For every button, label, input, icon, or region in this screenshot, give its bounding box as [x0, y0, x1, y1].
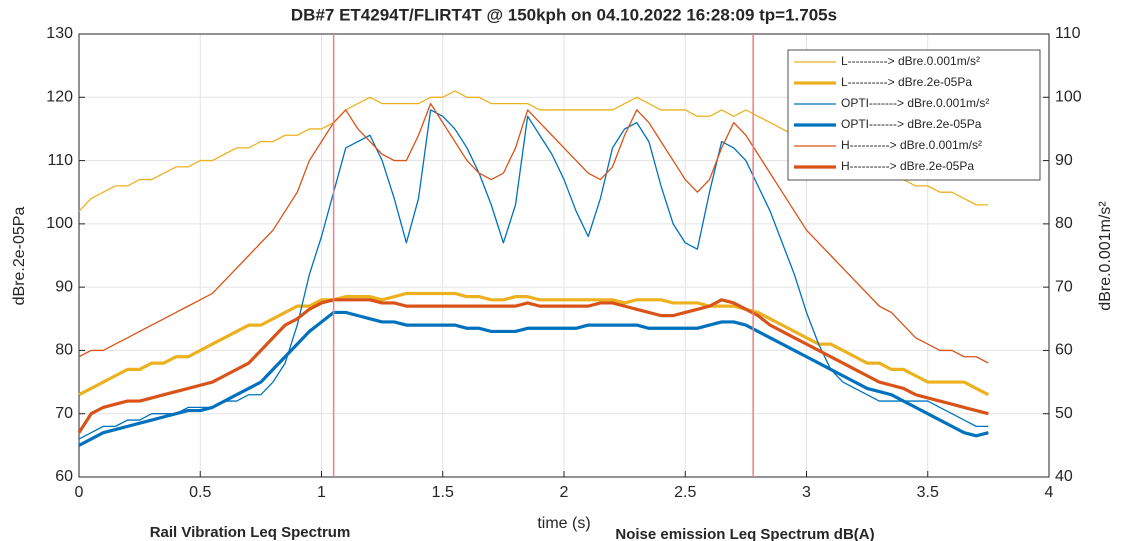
x-axis-label: time (s) [537, 515, 590, 532]
legend-label: H----------> dBre.2e-05Pa [841, 159, 974, 173]
x-tick-label: 2.5 [674, 484, 696, 501]
y-tick-label: 110 [47, 152, 73, 169]
y-tick-label: 90 [55, 278, 73, 295]
y-tick-label: 130 [46, 25, 73, 42]
annotation: Rail Vibration Leq Spectrum [150, 524, 351, 541]
legend: L----------> dBre.0.001m/s² L----------> … [787, 49, 1041, 181]
series-line [78, 109, 989, 440]
x-tick-label: 1 [317, 484, 326, 501]
x-tick-label: 3 [802, 484, 811, 501]
y2-tick-label: 50 [1055, 405, 1073, 422]
x-tick-label: 0 [75, 484, 84, 501]
y2-tick-label: 90 [1055, 152, 1073, 169]
x-tick-label: 4 [1045, 484, 1054, 501]
chart-title: DB#7 ET4294T/FLIRT4T @ 150kph on 04.10.2… [291, 5, 837, 24]
legend-label: OPTI-------> dBre.0.001m/s² [841, 96, 989, 110]
y-tick-label: 100 [46, 215, 73, 232]
y2-tick-label: 110 [1055, 25, 1081, 42]
y2-tick-label: 100 [1055, 89, 1082, 106]
legend-box [787, 49, 1041, 181]
annotation: Noise emission Leq Spectrum dB(A) [615, 526, 874, 541]
series-line [78, 102, 989, 364]
x-tick-label: 2 [560, 484, 569, 501]
legend-label: L----------> dBre.0.001m/s² [841, 54, 980, 68]
y2-tick-label: 80 [1055, 215, 1073, 232]
y-axis-label: dBre.2e-05Pa [11, 207, 28, 306]
y-tick-label: 80 [55, 342, 73, 359]
y-tick-label: 60 [55, 468, 73, 485]
y-tick-label: 120 [46, 89, 73, 106]
plot-frame [78, 33, 1050, 478]
x-tick-label: 3.5 [917, 484, 939, 501]
y-tick-label: 70 [55, 405, 73, 422]
y2-axis-label: dBre.0.001m/s² [1097, 201, 1114, 311]
series-line [77, 298, 989, 434]
series-line [78, 310, 989, 447]
legend-label: L----------> dBre.2e-05Pa [841, 75, 972, 89]
x-tick-label: 0.5 [189, 484, 211, 501]
legend-label: OPTI-------> dBre.2e-05Pa [841, 117, 982, 131]
legend-label: H----------> dBre.0.001m/s² [841, 138, 982, 152]
y2-tick-label: 70 [1055, 278, 1073, 295]
x-tick-label: 1.5 [432, 484, 454, 501]
y2-tick-label: 40 [1055, 468, 1073, 485]
y2-tick-label: 60 [1055, 342, 1073, 359]
series-line [78, 291, 990, 397]
